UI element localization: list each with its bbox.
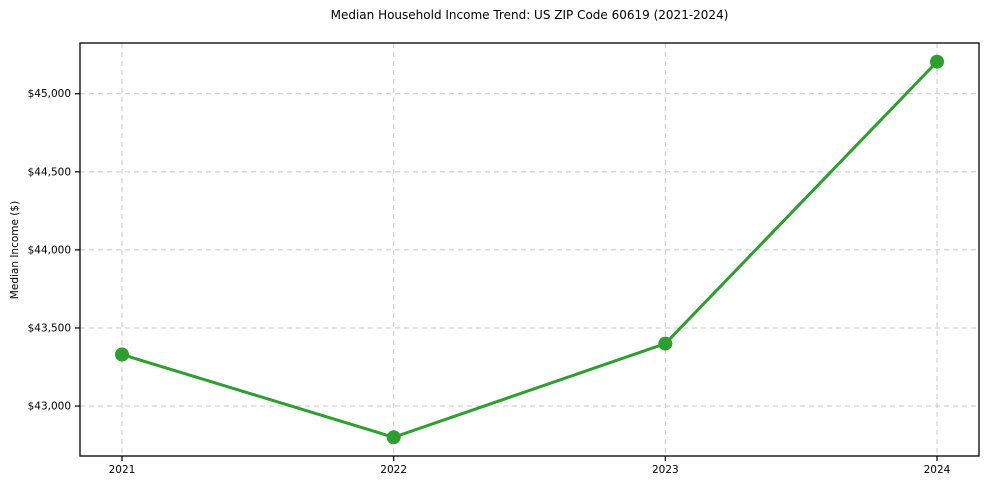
y-tick-label: $43,500 [28,322,71,334]
x-tick-label: 2024 [924,464,951,476]
plot-border [79,42,980,457]
x-tick-label: 2023 [652,464,679,476]
x-tick-label: 2022 [380,464,407,476]
y-tick-label: $43,000 [28,401,71,413]
data-point-2023 [658,336,673,351]
trend-line [120,60,939,439]
data-point-2022 [386,430,401,445]
data-point-2021 [115,347,129,362]
chart-title: Median Household Income Trend: US ZIP Co… [330,8,729,22]
y-tick-label: $44,500 [28,166,71,178]
y-tick-label: $44,000 [28,244,71,256]
y-tick-label: $45,000 [28,88,71,100]
data-point-2024 [930,54,944,69]
x-tick-label: 2021 [109,464,136,476]
